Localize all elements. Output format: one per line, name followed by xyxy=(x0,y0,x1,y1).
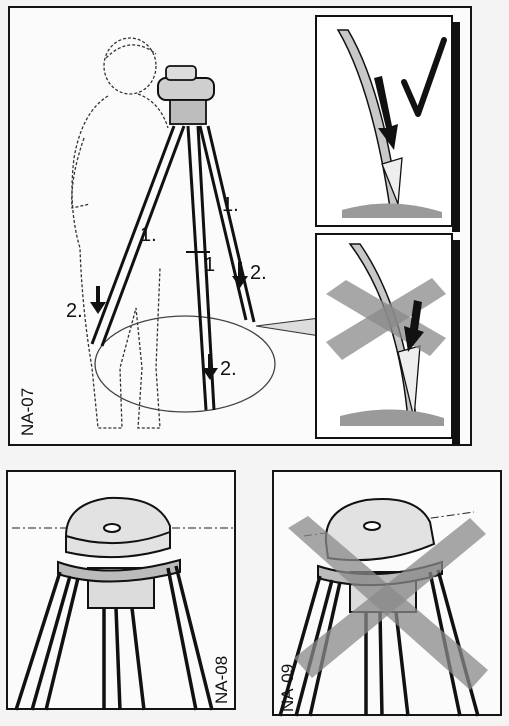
figure-label-na-07: NA-07 xyxy=(18,387,37,436)
step-label-2-center: 2. xyxy=(220,358,237,380)
inset-pointer xyxy=(255,317,321,337)
step-label-2-right: 2. xyxy=(250,262,267,284)
checkmark-icon xyxy=(401,37,447,117)
tripod-legs xyxy=(14,565,214,711)
figure-na-09: NA-09 xyxy=(272,470,502,717)
ground-circle xyxy=(94,315,276,413)
cross-icon xyxy=(288,516,488,690)
figure-label-na-08: NA-08 xyxy=(212,655,231,704)
surveyor-outline xyxy=(71,37,169,429)
step-arrows xyxy=(90,262,248,380)
figure-na-07: 1. 1. 1 2. 2. 2. NA-07 xyxy=(8,6,472,446)
level-instrument xyxy=(157,65,215,125)
inset-correct xyxy=(315,15,460,232)
step-label-1-left: 1. xyxy=(140,224,157,246)
inset-incorrect xyxy=(315,233,460,444)
tripod-head-level-illustration xyxy=(12,496,234,711)
figure-label-na-09: NA-09 xyxy=(278,663,297,712)
tripod-head xyxy=(57,496,181,609)
step-label-1-center: 1 xyxy=(204,254,216,276)
tripod-head-tilted-illustration xyxy=(278,498,488,717)
step-label-1-right: 1. xyxy=(222,194,239,216)
tripod-legs xyxy=(278,569,480,717)
tripod-legs xyxy=(90,125,256,411)
figure-na-08: NA-08 xyxy=(6,470,236,711)
step-label-2-left: 2. xyxy=(66,300,83,322)
tripod-setup-illustration xyxy=(71,15,460,444)
